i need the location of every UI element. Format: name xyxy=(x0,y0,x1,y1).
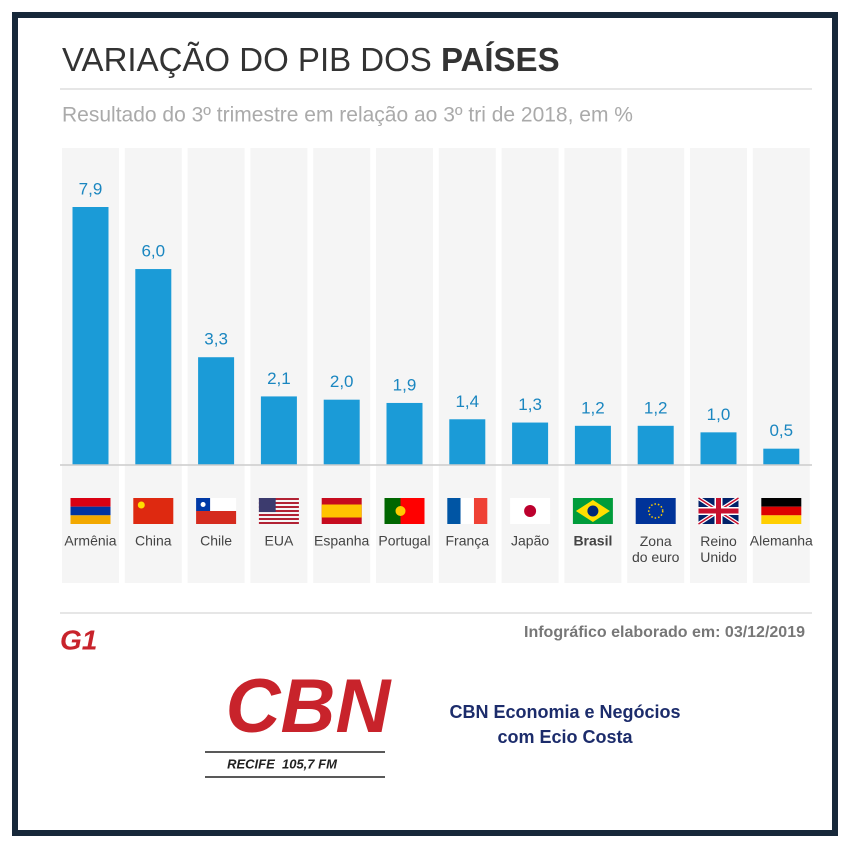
flag xyxy=(572,498,613,524)
value-label: 0,5 xyxy=(769,421,793,440)
bar xyxy=(512,422,549,465)
flag-part xyxy=(70,506,111,516)
bar xyxy=(198,357,235,465)
flag-part xyxy=(70,515,111,524)
value-label: 6,0 xyxy=(141,242,165,261)
flag-part xyxy=(761,515,802,524)
x-tick-label: Alemanha xyxy=(750,533,813,549)
flag-part xyxy=(258,518,299,520)
x-tick-label: Chile xyxy=(200,533,232,549)
program-line: CBN Economia e Negócios xyxy=(449,702,680,722)
flag-part xyxy=(460,498,474,524)
flag xyxy=(510,498,551,524)
station: RECIFE 105,7 FM xyxy=(227,756,338,771)
flag-part xyxy=(70,498,111,507)
chart-title: VARIAÇÃO DO PIB DOS PAÍSES xyxy=(62,41,560,78)
flag xyxy=(635,498,676,524)
flag-part xyxy=(137,501,145,509)
flag-part xyxy=(133,498,174,524)
flag-part xyxy=(395,506,406,516)
x-tick-label: Japão xyxy=(511,533,549,549)
x-tick-label: Espanha xyxy=(314,533,369,549)
x-tick-label: China xyxy=(135,533,172,549)
flag-part xyxy=(258,502,299,504)
flag-part xyxy=(321,504,362,518)
flag xyxy=(384,498,425,524)
g1-logo: G1 xyxy=(60,624,97,655)
flag-part xyxy=(258,514,299,516)
value-label: 7,9 xyxy=(79,179,103,198)
value-label: 1,2 xyxy=(644,398,668,417)
value-label: 1,3 xyxy=(518,395,542,414)
flag-part xyxy=(200,502,206,507)
flag-part xyxy=(258,506,299,508)
x-tick-label: Brasil xyxy=(573,533,612,549)
flag-part xyxy=(384,498,401,524)
source: Infográfico elaborado em: 03/12/2019 xyxy=(524,624,805,641)
value-label: 1,2 xyxy=(581,398,605,417)
flag xyxy=(761,498,802,524)
x-tick-label: Reino Unido xyxy=(700,533,737,565)
flag-part xyxy=(587,505,599,517)
columns: 7,9 Armênia 6,0 China 3,3 Chile 2,1 EUA 2,0 Espan… xyxy=(62,148,813,583)
subtitle: Resultado do 3º trimestre em relação ao … xyxy=(62,104,633,127)
flag xyxy=(70,498,111,524)
x-tick-label: França xyxy=(446,533,490,549)
title-bold: PAÍSES xyxy=(441,41,560,78)
x-tick-label: EUA xyxy=(265,533,294,549)
flag-part xyxy=(258,510,299,512)
flag xyxy=(258,498,299,524)
bar xyxy=(135,269,172,465)
bar xyxy=(700,432,737,465)
flag-part xyxy=(524,505,537,517)
flag-part xyxy=(647,503,664,519)
cbn-logo: CBN xyxy=(226,664,393,749)
bar xyxy=(72,207,109,465)
flag xyxy=(133,498,174,524)
flag-part xyxy=(761,498,802,507)
bar xyxy=(574,425,611,465)
program-line: com Ecio Costa xyxy=(497,727,633,747)
flag-part xyxy=(196,511,237,524)
column-background xyxy=(250,148,308,583)
value-label: 2,1 xyxy=(267,369,291,388)
value-label: 2,0 xyxy=(330,372,354,391)
flag-part xyxy=(635,498,676,524)
flag-part xyxy=(447,498,461,524)
x-tick-label: Armênia xyxy=(64,533,116,549)
flag-part xyxy=(258,522,299,524)
flag xyxy=(321,498,362,524)
title-regular: VARIAÇÃO DO PIB DOS xyxy=(62,41,432,78)
flag-part xyxy=(473,498,488,524)
x-tick-label: Portugal xyxy=(378,533,430,549)
bar xyxy=(637,425,674,465)
flag-part xyxy=(258,498,276,513)
flag-part xyxy=(258,498,299,500)
x-tick-label: Zona do euro xyxy=(632,533,680,565)
value-label: 3,3 xyxy=(204,330,228,349)
flag-part xyxy=(698,508,739,514)
flag xyxy=(447,498,488,524)
bar xyxy=(260,396,297,465)
value-label: 1,4 xyxy=(455,392,479,411)
bar xyxy=(386,402,423,465)
bar xyxy=(323,399,360,465)
bar xyxy=(449,419,486,465)
flag-part xyxy=(761,506,802,516)
flag xyxy=(196,498,237,524)
bar xyxy=(763,448,800,465)
value-label: 1,0 xyxy=(707,405,731,424)
value-label: 1,9 xyxy=(393,375,417,394)
flag xyxy=(697,496,740,526)
